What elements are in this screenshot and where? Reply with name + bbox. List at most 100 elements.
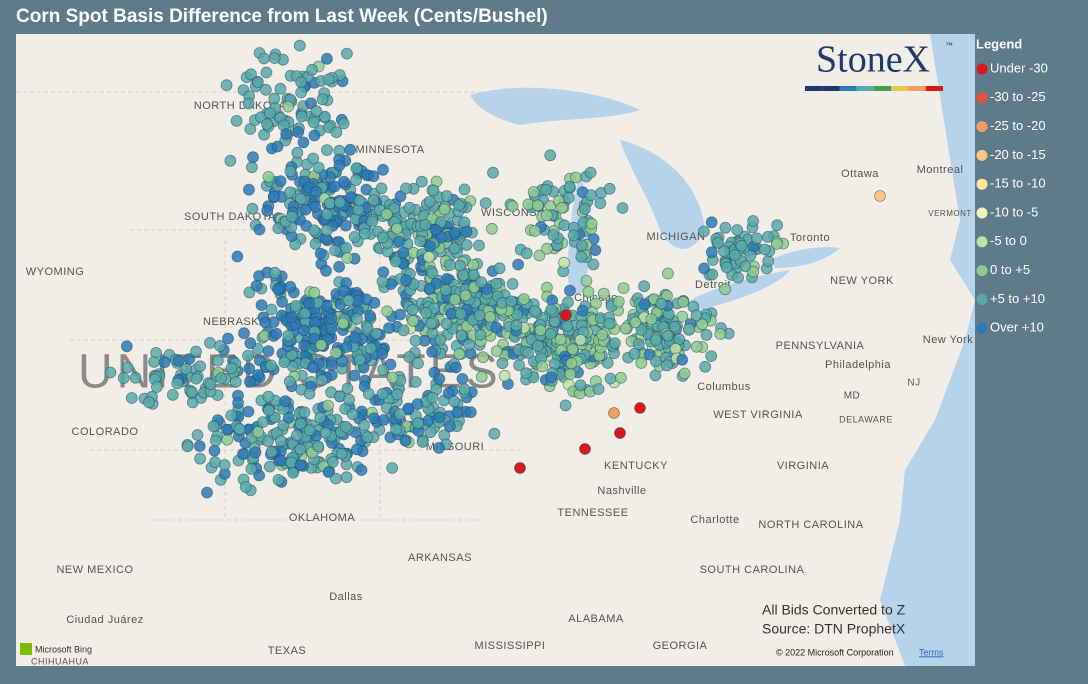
legend-swatch [976, 236, 988, 248]
elevator-dot [558, 256, 570, 269]
place-label: ARKANSAS [408, 552, 472, 564]
elevator-dot [150, 381, 163, 393]
elevator-dot [191, 429, 204, 441]
elevator-dot [242, 97, 255, 110]
elevator-dot [440, 272, 453, 285]
elevator-dot [260, 66, 273, 79]
elevator-dot [215, 372, 228, 385]
elevator-dot [171, 377, 184, 390]
elevator-dot [529, 305, 541, 317]
elevator-dot [450, 361, 462, 374]
elevator-dot [125, 392, 138, 404]
elevator-dot [262, 170, 275, 183]
elevator-dot [243, 362, 256, 375]
elevator-dot [510, 319, 523, 332]
place-label: NORTH CAROLINA [758, 519, 863, 531]
elevator-dot [485, 222, 498, 235]
elevator-dot [412, 357, 424, 370]
elevator-dot [307, 361, 319, 374]
elevator-dot [662, 329, 674, 342]
legend-label: -15 to -10 [990, 176, 1046, 191]
place-label: MINNESOTA [355, 144, 424, 156]
place-label: NORTH DAKOTA [194, 100, 287, 112]
elevator-dot [562, 296, 574, 309]
elevator-dot [307, 116, 320, 129]
elevator-dot [272, 283, 284, 296]
elevator-dot [690, 309, 703, 322]
elevator-dot [762, 255, 775, 267]
elevator-dot [493, 262, 506, 275]
elevator-dot [209, 434, 222, 447]
elevator-dot [214, 340, 226, 352]
elevator-dot [233, 422, 246, 435]
elevator-dot [263, 460, 276, 473]
elevator-dot [341, 382, 354, 395]
elevator-dot [592, 383, 605, 396]
elevator-dot [229, 376, 242, 388]
elevator-dot [143, 396, 155, 409]
legend-swatch [976, 92, 988, 104]
elevator-dot [409, 376, 422, 388]
elevator-dot [329, 472, 342, 485]
elevator-dot [380, 208, 393, 221]
elevator-dot [668, 320, 681, 333]
elevator-dot [448, 395, 461, 408]
terms-link[interactable]: Terms [919, 647, 944, 657]
elevator-dot [324, 197, 336, 210]
elevator-dot [329, 244, 342, 257]
elevator-dot [340, 341, 353, 354]
elevator-dot [477, 351, 489, 364]
elevator-dot [556, 201, 568, 214]
elevator-dot [293, 39, 306, 52]
elevator-dot [299, 203, 312, 216]
elevator-dot [597, 287, 610, 300]
elevator-dot [307, 152, 320, 165]
elevator-dot [337, 117, 350, 130]
elevator-dot [587, 258, 600, 271]
elevator-dot [245, 68, 257, 81]
elevator-dot [683, 322, 696, 335]
elevator-dot [563, 180, 576, 193]
elevator-dot [367, 194, 380, 207]
elevator-dot [473, 309, 486, 322]
elevator-dot [316, 93, 329, 106]
elevator-dot [576, 239, 588, 252]
elevator-dot [274, 454, 287, 467]
place-label: NEW YORK [830, 275, 894, 287]
elevator-dot [284, 280, 297, 293]
elevator-dot [368, 412, 381, 425]
elevator-dot [514, 462, 526, 474]
elevator-dot [635, 357, 648, 369]
elevator-dot [232, 397, 245, 409]
elevator-dot [242, 405, 255, 418]
elevator-dot [460, 239, 473, 251]
elevator-dot [262, 404, 275, 417]
elevator-dot [335, 447, 348, 460]
elevator-dot [677, 295, 690, 308]
place-label: New York [923, 334, 973, 346]
elevator-dot [650, 355, 662, 368]
elevator-dot [427, 184, 440, 197]
elevator-dot [758, 243, 771, 256]
elevator-dot [242, 349, 254, 362]
elevator-dot [534, 324, 547, 337]
elevator-dot [522, 346, 534, 359]
elevator-dot [475, 370, 488, 383]
elevator-dot [239, 481, 252, 493]
elevator-dot [245, 161, 258, 174]
elevator-dot [350, 174, 362, 187]
elevator-dot [274, 175, 287, 188]
legend-label: -5 to 0 [990, 233, 1027, 248]
elevator-dot [350, 162, 363, 175]
elevator-dot [376, 387, 389, 400]
elevator-dot [440, 284, 452, 296]
elevator-dot [409, 334, 422, 347]
elevator-dot [661, 359, 673, 372]
elevator-dot [448, 226, 461, 239]
elevator-dot [190, 372, 203, 385]
elevator-dot [354, 353, 366, 366]
elevator-dot [242, 183, 255, 196]
place-label: DELAWARE [839, 414, 893, 424]
elevator-dot [616, 202, 629, 214]
elevator-dot [224, 154, 237, 167]
